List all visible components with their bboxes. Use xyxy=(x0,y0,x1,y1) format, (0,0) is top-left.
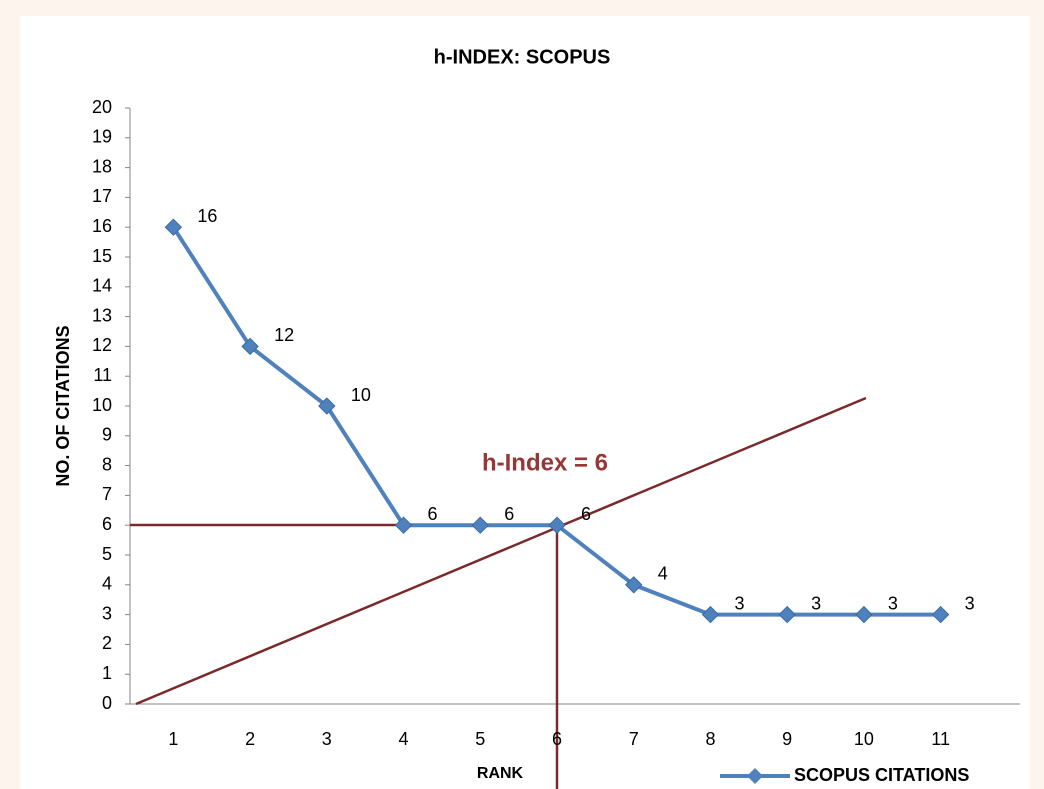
data-label: 4 xyxy=(658,564,668,584)
data-point xyxy=(471,516,489,534)
y-tick-label: 18 xyxy=(92,156,112,176)
data-point xyxy=(855,605,873,624)
y-axis-label: NO. OF CITATIONS xyxy=(53,325,73,486)
y-tick-label: 16 xyxy=(92,216,112,236)
y-tick-label: 1 xyxy=(102,663,112,683)
y-tick-label: 13 xyxy=(92,305,112,325)
x-tick-label: 9 xyxy=(782,729,792,749)
y-tick-label: 3 xyxy=(102,603,112,623)
x-tick-label: 5 xyxy=(475,729,485,749)
x-tick-label: 11 xyxy=(931,729,950,749)
data-label: 3 xyxy=(965,593,975,613)
x-tick-label: 4 xyxy=(399,729,409,749)
y-tick-label: 19 xyxy=(92,127,112,147)
data-point xyxy=(548,516,566,534)
data-point xyxy=(241,337,259,356)
data-point xyxy=(394,516,413,534)
y-tick-label: 8 xyxy=(102,454,112,474)
y-tick-label: 15 xyxy=(92,246,112,266)
y-tick-label: 0 xyxy=(102,693,112,713)
y-tick-label: 12 xyxy=(92,335,112,355)
legend-label: SCOPUS CITATIONS xyxy=(794,765,969,785)
x-tick-label: 1 xyxy=(168,729,178,749)
y-tick-label: 14 xyxy=(92,276,112,296)
data-label: 6 xyxy=(581,504,591,524)
data-label: 6 xyxy=(428,504,438,524)
y-tick-label: 6 xyxy=(102,514,112,534)
data-point xyxy=(318,397,336,415)
x-axis-label: RANK xyxy=(477,765,524,782)
data-label: 10 xyxy=(351,385,371,405)
legend-marker xyxy=(747,768,763,784)
data-point xyxy=(778,605,796,624)
data-label: 3 xyxy=(811,593,821,613)
data-label: 12 xyxy=(274,325,294,345)
y-tick-label: 4 xyxy=(102,574,112,594)
chart-area xyxy=(20,16,1030,789)
data-point xyxy=(625,576,643,594)
y-tick-label: 7 xyxy=(102,484,112,504)
x-tick-label: 3 xyxy=(322,729,332,749)
y-tick-label: 17 xyxy=(92,186,112,206)
y-tick-label: 2 xyxy=(102,633,112,653)
x-tick-label: 8 xyxy=(705,729,715,749)
diagonal-line xyxy=(135,396,867,706)
x-tick-label: 6 xyxy=(552,729,562,749)
data-label: 16 xyxy=(197,206,217,226)
data-point xyxy=(931,605,950,624)
y-tick-label: 5 xyxy=(102,544,112,564)
data-point xyxy=(701,605,720,624)
data-label: 3 xyxy=(888,593,898,613)
x-tick-label: 10 xyxy=(854,729,874,749)
y-tick-label: 10 xyxy=(92,395,112,415)
x-tick-label: 7 xyxy=(629,729,639,749)
data-label: 3 xyxy=(734,593,744,613)
y-tick-label: 9 xyxy=(102,425,112,445)
chart-title: h-INDEX: SCOPUS xyxy=(434,46,611,68)
y-tick-label: 11 xyxy=(93,365,112,385)
y-tick-label: 20 xyxy=(92,97,112,117)
data-label: 6 xyxy=(504,504,514,524)
data-point xyxy=(164,218,183,236)
x-tick-label: 2 xyxy=(245,729,255,749)
annotation: h-Index = 6 xyxy=(482,449,608,476)
